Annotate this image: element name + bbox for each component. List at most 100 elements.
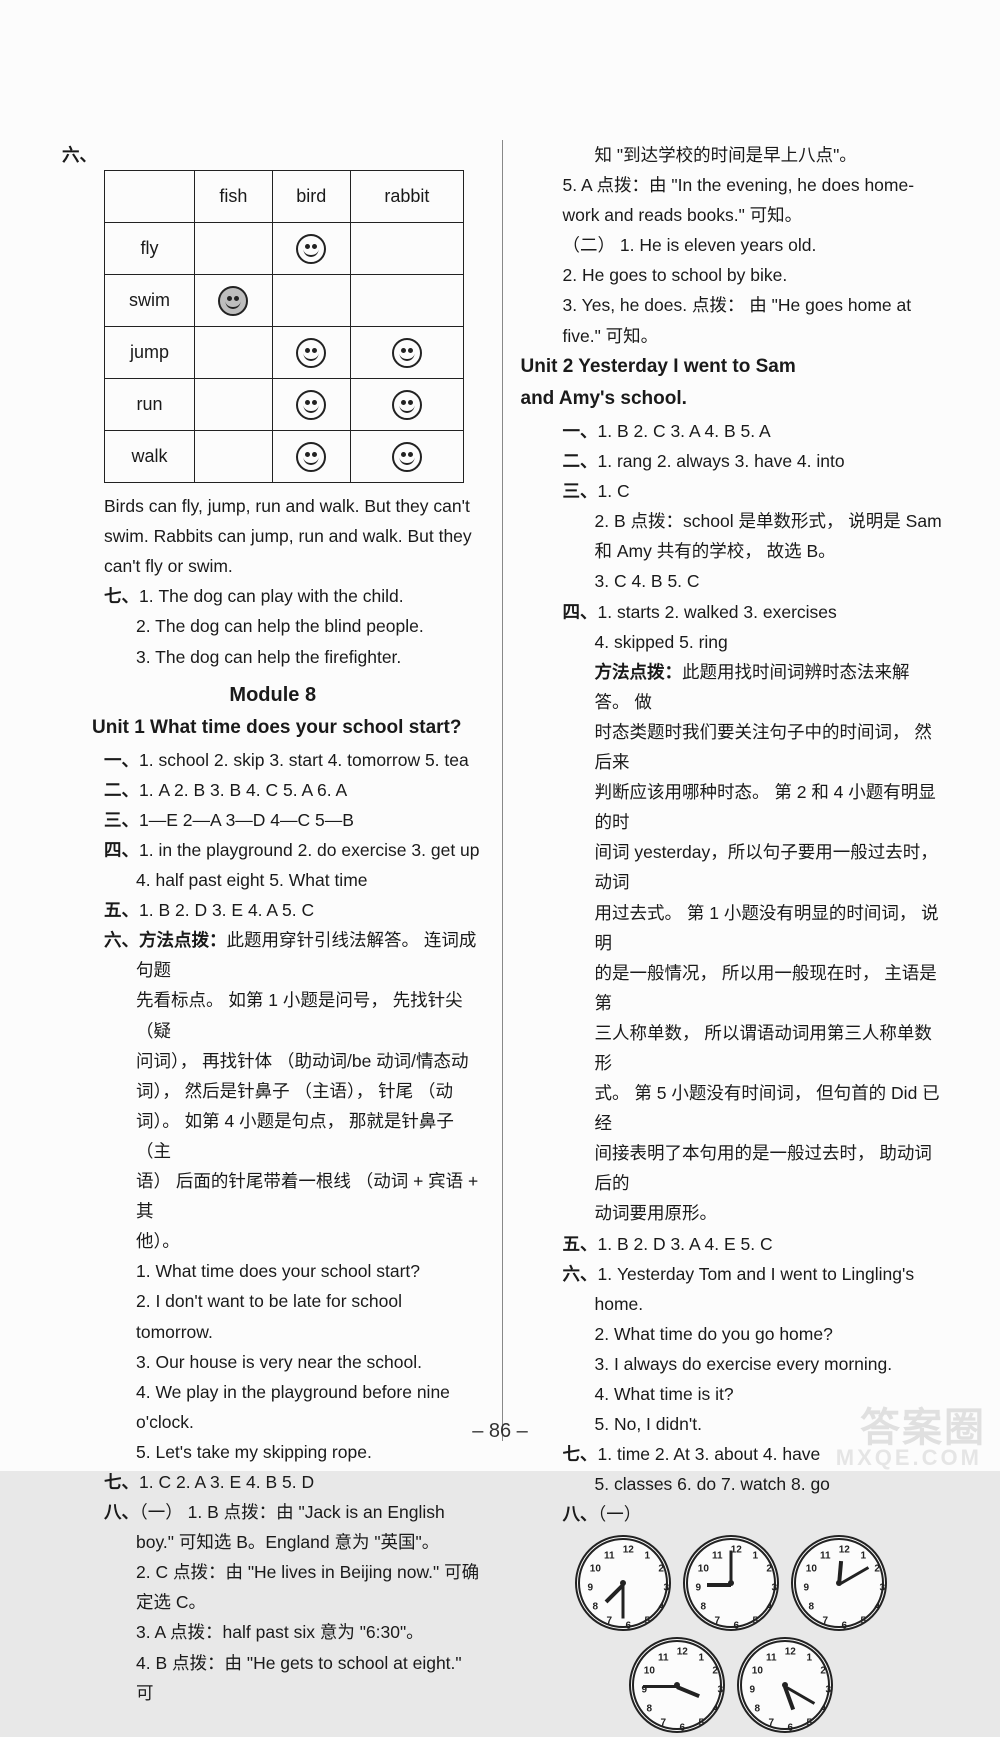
text-line: 先看标点。 如第 1 小题是问号， 先找针尖 （疑 [62,985,484,1045]
s8: 八、（一） [521,1499,943,1529]
s4-1: 四、1. starts 2. walked 3. exercises [521,597,943,627]
module-title: Module 8 [62,678,484,712]
table-cell [272,275,350,327]
s7-2: 5. classes 6. do 7. watch 8. go [521,1469,943,1499]
smiley-icon [296,234,326,264]
text-line: 2. What time do you go home? [521,1319,943,1349]
r-grp2-2: 2. He goes to school by bike. [521,260,943,290]
clocks-row-1: 1234567891011121234567891011121234567891… [521,1535,943,1631]
table-cell [350,223,463,275]
q1: 一、1. school 2. skip 3. start 4. tomorrow… [62,745,484,775]
table-caption: Birds can fly, jump, run and walk. But t… [62,491,484,581]
s4-head: 方法点拨：此题用找时间词辨时态法来解答。 做 [521,657,943,717]
r-grp2-1: （二） 1. He is eleven years old. [521,230,943,260]
smiley-icon [218,286,248,316]
clock-icon: 123456789101112 [629,1637,725,1733]
text-line: 三人称单数， 所以谓语动词用第三人称单数形 [521,1018,943,1078]
text-line: 判断应该用哪种时态。 第 2 和 4 小题有明显的时 [521,777,943,837]
table-cell [195,275,273,327]
text-line: 他）。 [62,1226,484,1256]
text-line: 2. I don't want to be late for school to… [62,1286,484,1346]
text-line: 3. A 点拨：half past six 意为 "6:30"。 [62,1617,484,1647]
q4-l1: 四、1. in the playground 2. do exercise 3.… [62,835,484,865]
smiley-icon [392,338,422,368]
q3: 三、1—E 2—A 3—D 4—C 5—B [62,805,484,835]
smiley-icon [296,390,326,420]
q4-l2: 4. half past eight 5. What time [62,865,484,895]
r-grp2-3: 3. Yes, he does. 点拨： 由 "He goes home at … [521,290,943,350]
s3-3: 3. C 4. B 5. C [521,566,943,596]
table-cell [272,327,350,379]
s4-2: 4. skipped 5. ring [521,627,943,657]
smiley-icon [392,442,422,472]
text-line: 词）， 然后是针鼻子 （主语）， 针尾 （动 [62,1076,484,1106]
s3-1: 三、1. C [521,476,943,506]
clock-icon: 123456789101112 [737,1637,833,1733]
section-6-label: 六、 [62,140,484,170]
table-cell [195,223,273,275]
table-header: rabbit [350,171,463,223]
q2: 二、1. A 2. B 3. B 4. C 5. A 6. A [62,775,484,805]
table-row-label: run [105,379,195,431]
s1: 一、1. B 2. C 3. A 4. B 5. A [521,416,943,446]
clocks-row-2: 123456789101112123456789101112 [521,1637,943,1733]
table-cell [272,379,350,431]
r-cont-1: 知 "到达学校的时间是早上八点"。 [521,140,943,170]
s5: 五、1. B 2. D 3. A 4. E 5. C [521,1229,943,1259]
text-line: 4. B 点拨：由 "He gets to school at eight." … [62,1648,484,1708]
text-line: 3. I always do exercise every morning. [521,1349,943,1379]
text-line: 用过去式。 第 1 小题没有明显的时间词， 说明 [521,898,943,958]
sec7-line3: 3. The dog can help the firefighter. [62,642,484,672]
animal-ability-table: fishbirdrabbit flyswimjumprunwalk [104,170,464,483]
s6-1: 六、1. Yesterday Tom and I went to Linglin… [521,1259,943,1319]
text-line: 2. C 点拨：由 "He lives in Beijing now." 可确定… [62,1557,484,1617]
table-row-label: fly [105,223,195,275]
smiley-icon [296,442,326,472]
table-row-label: walk [105,431,195,483]
table-cell [350,379,463,431]
text-line: 4. What time is it? [521,1379,943,1409]
table-cell [272,431,350,483]
table-cell [195,379,273,431]
clock-icon: 123456789101112 [575,1535,671,1631]
smiley-icon [392,390,422,420]
sec7-line1: 七、1. The dog can play with the child. [62,581,484,611]
table-cell [350,275,463,327]
table-cell [195,327,273,379]
table-header: bird [272,171,350,223]
text-line: 式。 第 5 小题没有时间词， 但句首的 Did 已经 [521,1078,943,1138]
text-line: 1. What time does your school start? [62,1256,484,1286]
text-line: 间接表明了本句用的是一般过去时， 助动词后的 [521,1138,943,1198]
table-header [105,171,195,223]
text-line: 动词要用原形。 [521,1198,943,1228]
unit2-title-l2: and Amy's school. [521,383,943,416]
clock-icon: 123456789101112 [683,1535,779,1631]
table-cell [350,327,463,379]
text-line: 问词）， 再找针体 （助动词/be 动词/情态动 [62,1046,484,1076]
table-cell [272,223,350,275]
s2: 二、1. rang 2. always 3. have 4. into [521,446,943,476]
text-line: 间词 yesterday，所以句子要用一般过去时， 动词 [521,837,943,897]
q7: 七、1. C 2. A 3. E 4. B 5. D [62,1467,484,1497]
unit2-title-l1: Unit 2 Yesterday I went to Sam [521,351,943,384]
table-row-label: swim [105,275,195,327]
s3-2: 2. B 点拨：school 是单数形式， 说明是 Sam 和 Amy 共有的学… [521,506,943,566]
table-row-label: jump [105,327,195,379]
q6-head: 六、方法点拨：此题用穿针引线法解答。 连词成句题 [62,925,484,985]
q5: 五、1. B 2. D 3. E 4. A 5. C [62,895,484,925]
smiley-icon [296,338,326,368]
table-cell [195,431,273,483]
text-line: 的是一般情况， 所以用一般现在时， 主语是第 [521,958,943,1018]
unit1-title: Unit 1 What time does your school start? [62,712,484,745]
clock-icon: 123456789101112 [791,1535,887,1631]
q8-l1: 八、（一） 1. B 点拨：由 "Jack is an English boy.… [62,1497,484,1557]
sec7-line2: 2. The dog can help the blind people. [62,611,484,641]
text-line: 词）。 如第 4 小题是句点， 那就是针鼻子 （主 [62,1106,484,1166]
text-line: 语） 后面的针尾带着一根线 （动词 + 宾语 + 其 [62,1166,484,1226]
text-line: 3. Our house is very near the school. [62,1347,484,1377]
page-number: – 86 – [0,1420,1000,1443]
s7-1: 七、1. time 2. At 3. about 4. have [521,1439,943,1469]
r-cont-2: 5. A 点拨：由 "In the evening, he does home-… [521,170,943,230]
text-line: 时态类题时我们要关注句子中的时间词， 然后来 [521,717,943,777]
table-cell [350,431,463,483]
